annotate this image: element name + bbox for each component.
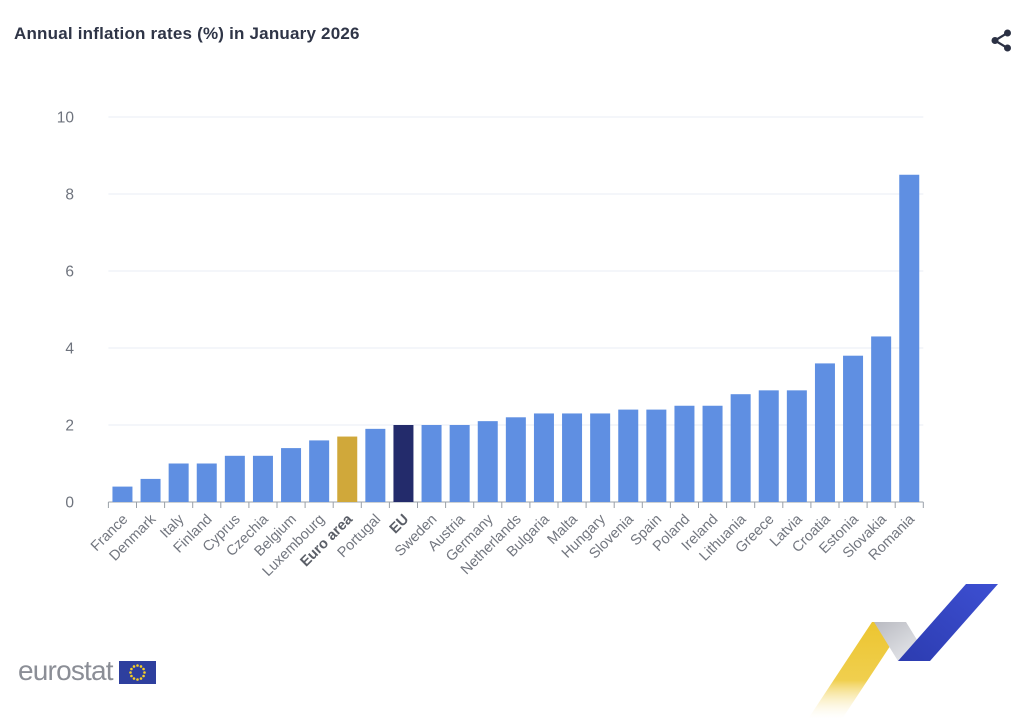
bar-cyprus[interactable] <box>224 455 245 502</box>
bar-hungary[interactable] <box>590 413 611 502</box>
y-axis-label-6: 6 <box>65 264 74 281</box>
bar-greece[interactable] <box>758 390 779 502</box>
eu-flag-star <box>129 667 133 671</box>
bar-slovenia[interactable] <box>618 409 639 502</box>
bar-romania[interactable] <box>899 174 920 502</box>
ribbon-yellow-segment <box>808 622 906 719</box>
eu-flag-star <box>132 665 136 668</box>
eurostat-logo-text: eurostat <box>18 655 114 686</box>
y-axis-label-2: 2 <box>65 418 74 435</box>
trend-ribbon-graphic <box>808 584 998 719</box>
eu-flag-star <box>142 671 146 674</box>
bar-italy[interactable] <box>168 463 189 503</box>
bar-croatia[interactable] <box>814 363 835 502</box>
bar-czechia[interactable] <box>252 455 273 502</box>
bar-finland[interactable] <box>196 463 217 503</box>
eu-flag-star <box>129 674 133 678</box>
eu-flag-icon <box>118 661 156 684</box>
share-icon[interactable] <box>987 26 1015 54</box>
eu-flag-star <box>135 664 139 667</box>
eu-flag-star <box>139 665 143 668</box>
bar-belgium[interactable] <box>281 448 302 502</box>
share-icon-glyph <box>991 29 1011 52</box>
bar-france[interactable] <box>112 486 133 502</box>
bar-spain[interactable] <box>646 409 667 502</box>
eu-flag-star <box>139 677 143 680</box>
eurostat-logo: eurostat <box>18 657 156 685</box>
bar-bulgaria[interactable] <box>533 413 554 502</box>
bar-lithuania[interactable] <box>730 394 751 502</box>
bar-eu[interactable] <box>393 425 414 502</box>
eu-flag-star <box>132 677 136 680</box>
bar-denmark[interactable] <box>140 478 161 502</box>
y-axis-label-10: 10 <box>57 110 75 127</box>
y-axis-label-4: 4 <box>65 341 74 358</box>
inflation-bar-chart: 0246810FranceDenmarkItalyFinlandCyprusCz… <box>57 110 924 580</box>
bar-sweden[interactable] <box>421 425 442 502</box>
bar-germany[interactable] <box>477 421 498 502</box>
eu-flag-star <box>128 671 132 674</box>
bar-euro-area[interactable] <box>337 436 358 502</box>
y-axis-label-0: 0 <box>65 495 74 512</box>
y-axis-label-8: 8 <box>65 187 74 204</box>
chart-title: Annual inflation rates (%) in January 20… <box>14 24 360 43</box>
eu-flag-star <box>142 674 145 678</box>
eu-flag-star <box>142 667 145 671</box>
bar-luxembourg[interactable] <box>309 440 330 502</box>
bar-latvia[interactable] <box>786 390 807 502</box>
bar-austria[interactable] <box>449 425 470 502</box>
bar-portugal[interactable] <box>365 428 386 502</box>
eu-flag-field <box>118 661 156 684</box>
bar-malta[interactable] <box>562 413 583 502</box>
bar-estonia[interactable] <box>843 355 864 502</box>
eu-flag-star <box>135 678 139 681</box>
bar-slovakia[interactable] <box>871 336 892 502</box>
bar-netherlands[interactable] <box>505 417 526 502</box>
bar-ireland[interactable] <box>702 405 723 502</box>
ribbon-blue-segment <box>898 584 998 661</box>
bar-poland[interactable] <box>674 405 695 502</box>
